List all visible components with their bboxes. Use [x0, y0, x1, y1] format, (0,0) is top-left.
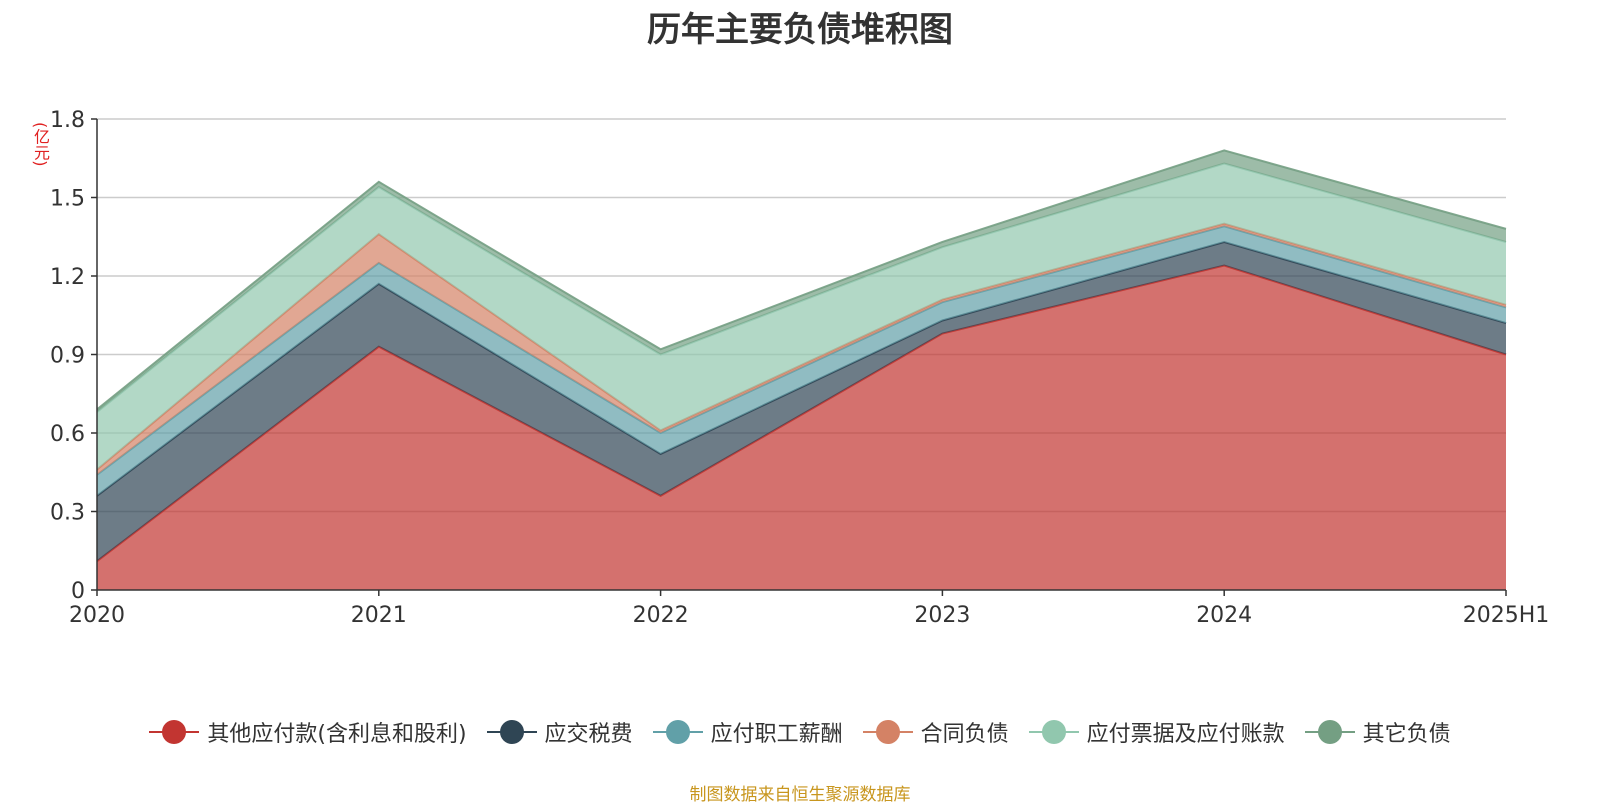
legend-item-3[interactable]: 应付职工薪酬	[652, 716, 843, 748]
legend-item-1[interactable]: 其他应付款(含利息和股利)	[149, 716, 467, 748]
legend-item-5[interactable]: 应付票据及应付账款	[1028, 716, 1285, 748]
legend-marker-icon	[486, 720, 537, 744]
legend-item-6[interactable]: 其它负债	[1304, 716, 1451, 748]
legend-marker-icon	[1028, 720, 1079, 744]
area-series-1[interactable]	[97, 265, 1506, 590]
x-tick-label: 2021	[351, 603, 407, 628]
y-tick-label: 0.9	[50, 344, 85, 369]
y-axis-unit-label: (亿元)	[31, 122, 50, 167]
area-series-5[interactable]	[97, 163, 1506, 470]
area-series-4[interactable]	[97, 223, 1506, 475]
stacked-area-chart: 0 0.3 0.6 0.9 1.2 1.5 1.8 2020 2021 2022 2023 2024 2…	[50, 108, 1549, 628]
legend-label: 应付职工薪酬	[710, 722, 843, 747]
area-series-6-line	[96, 149, 1507, 411]
y-tick-label: 0	[71, 579, 85, 604]
x-tick-label: 2024	[1196, 603, 1252, 628]
x-tick-label: 2023	[914, 603, 970, 628]
y-tick-label: 0.3	[50, 501, 85, 526]
y-tick-label: 1.5	[50, 187, 85, 212]
data-source-note: 制图数据来自恒生聚源数据库	[689, 785, 911, 805]
x-tick-label: 2025H1	[1463, 603, 1550, 628]
x-tick-label: 2020	[69, 603, 125, 628]
legend-marker-icon	[1304, 720, 1355, 744]
legend: 其他应付款(含利息和股利) 应交税费 应付职工薪酬 合同负债 应付票据及应付账款 其它负债	[0, 716, 1600, 748]
x-tick-label: 2022	[633, 603, 689, 628]
legend-label: 其他应付款(含利息和股利)	[207, 722, 467, 747]
legend-label: 合同负债	[920, 722, 1009, 747]
legend-marker-icon	[652, 720, 703, 744]
axes: 0 0.3 0.6 0.9 1.2 1.5 1.8 2020 2021 2022 2023 2024 2…	[50, 108, 1549, 628]
y-tick-label: 1.2	[50, 265, 85, 290]
legend-label: 其它负债	[1362, 722, 1451, 747]
area-series-group	[96, 149, 1507, 590]
legend-item-2[interactable]: 应交税费	[486, 716, 633, 748]
legend-label: 应付票据及应付账款	[1086, 722, 1285, 747]
legend-marker-icon	[149, 720, 200, 744]
y-tick-label: 1.8	[50, 108, 85, 133]
chart-title: 历年主要负债堆积图	[647, 10, 953, 50]
area-series-2[interactable]	[97, 241, 1506, 562]
y-tick-label: 0.6	[50, 422, 85, 447]
legend-item-4[interactable]: 合同负债	[862, 716, 1009, 748]
legend-marker-icon	[862, 720, 913, 744]
legend-label: 应交税费	[544, 722, 633, 747]
